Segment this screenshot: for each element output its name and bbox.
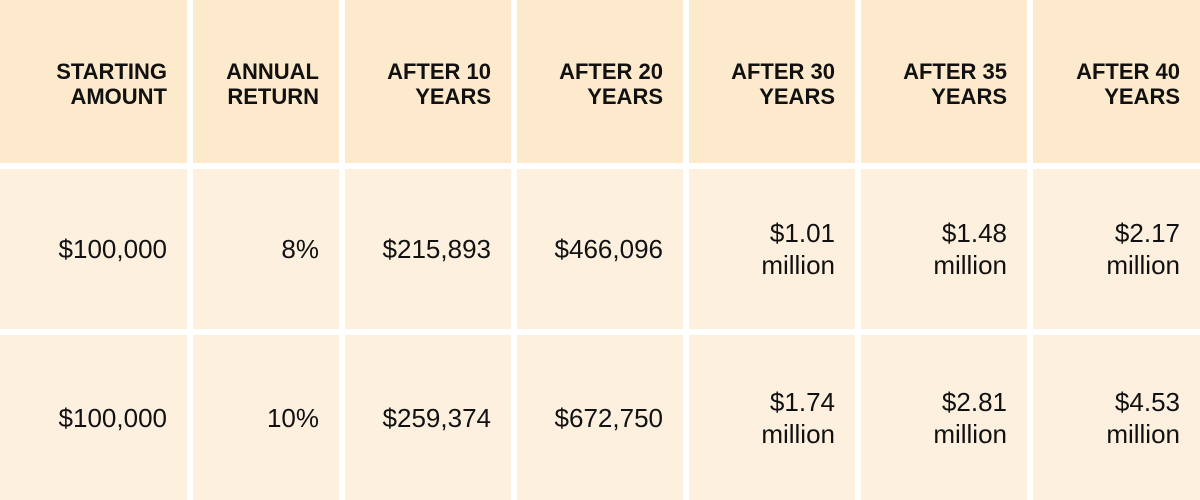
data-cell: $259,374 [345, 335, 511, 500]
data-cell: 8% [193, 169, 339, 329]
cell-line: YEARS [1104, 83, 1180, 109]
cell-line: million [761, 250, 835, 280]
cell-line: million [1106, 418, 1180, 449]
data-cell: $466,096 [517, 169, 683, 329]
cell-line: $2.17 [1114, 218, 1180, 248]
cell-line: $4.53 [1114, 386, 1180, 417]
cell-line: YEARS [931, 83, 1007, 109]
data-cell: $100,000 [0, 169, 187, 329]
cell-line: ANNUAL [226, 58, 319, 84]
data-cell: $2.17 million [1033, 169, 1200, 329]
cell-line: $100,000 [58, 402, 167, 433]
cell-line: AMOUNT [70, 83, 167, 109]
cell-line: YEARS [587, 83, 663, 109]
cell-line: $672,750 [554, 402, 663, 433]
cell-line: million [933, 250, 1007, 280]
cell-line: $466,096 [554, 234, 663, 264]
header-cell: STARTING AMOUNT [0, 0, 187, 163]
data-cell: 10% [193, 335, 339, 500]
data-cell: $4.53 million [1033, 335, 1200, 500]
cell-line: RETURN [227, 83, 319, 109]
cell-line: $1.74 [769, 386, 835, 417]
data-cell: $672,750 [517, 335, 683, 500]
header-cell: AFTER 40 YEARS [1033, 0, 1200, 163]
cell-line: YEARS [759, 83, 835, 109]
cell-line: $2.81 [941, 386, 1007, 417]
header-cell: AFTER 10 YEARS [345, 0, 511, 163]
header-cell: AFTER 20 YEARS [517, 0, 683, 163]
data-cell: $100,000 [0, 335, 187, 500]
header-cell: AFTER 30 YEARS [689, 0, 855, 163]
cell-line: million [761, 418, 835, 449]
header-cell: ANNUAL RETURN [193, 0, 339, 163]
cell-line: $215,893 [382, 234, 491, 264]
data-cell: $1.01 million [689, 169, 855, 329]
cell-line: million [1106, 250, 1180, 280]
cell-line: million [933, 418, 1007, 449]
header-cell: AFTER 35 YEARS [861, 0, 1027, 163]
cell-line: $259,374 [382, 402, 491, 433]
cell-line: 8% [281, 234, 319, 264]
cell-line: $100,000 [58, 234, 167, 264]
data-cell: $1.74 million [689, 335, 855, 500]
data-cell: $2.81 million [861, 335, 1027, 500]
cell-line: YEARS [415, 83, 491, 109]
data-cell: $1.48 million [861, 169, 1027, 329]
cell-line: 10% [266, 402, 319, 433]
cell-line: STARTING [56, 58, 167, 84]
cell-line: AFTER 30 [731, 58, 835, 84]
cell-line: $1.01 [769, 218, 835, 248]
cell-line: $1.48 [941, 218, 1007, 248]
cell-line: AFTER 20 [559, 58, 663, 84]
cell-line: AFTER 10 [387, 58, 491, 84]
cell-line: AFTER 35 [903, 58, 1007, 84]
data-cell: $215,893 [345, 169, 511, 329]
cell-line: AFTER 40 [1076, 58, 1180, 84]
